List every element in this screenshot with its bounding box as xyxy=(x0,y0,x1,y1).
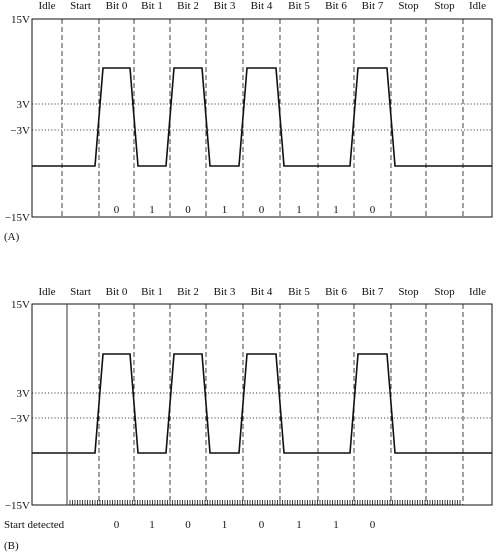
panel-b: Idle Start Bit 0 Bit 1 Bit 2 Bit 3 Bit 4 Bit 5 B… xyxy=(4,286,493,552)
slot-label: Bit 0 xyxy=(106,286,128,298)
plot-frame xyxy=(31,303,493,506)
bit-value: 1 xyxy=(296,519,302,531)
signal-waveform xyxy=(32,353,492,454)
slot-label: Bit 4 xyxy=(251,0,273,12)
bit-value: 1 xyxy=(222,519,228,531)
slot-label: Stop xyxy=(398,286,419,298)
bit-value: 1 xyxy=(222,204,228,216)
bit-value: 1 xyxy=(333,519,339,531)
slot-label: Stop xyxy=(434,0,455,12)
slot-label: Bit 5 xyxy=(288,286,310,298)
voltage-label-top: 15V xyxy=(11,14,30,26)
bit-value: 1 xyxy=(296,204,302,216)
slot-label: Idle xyxy=(469,286,486,298)
bit-value: 1 xyxy=(149,519,155,531)
slot-label: Bit 2 xyxy=(177,0,199,12)
slot-label: Bit 6 xyxy=(325,0,347,12)
voltage-label-top: 15V xyxy=(11,299,30,311)
bit-value: 0 xyxy=(185,204,191,216)
voltage-label-lower-threshold: −3V xyxy=(10,413,30,425)
panel-label: (B) xyxy=(4,540,19,552)
panel-a: Idle Start Bit 0 Bit 1 Bit 2 Bit 3 Bit 4 Bit 5 B… xyxy=(4,0,493,243)
slot-label: Bit 4 xyxy=(251,286,273,298)
slot-label: Bit 7 xyxy=(362,286,384,298)
bit-value: 0 xyxy=(370,519,376,531)
slot-label: Bit 6 xyxy=(325,286,347,298)
slot-label: Idle xyxy=(38,286,55,298)
slot-label: Stop xyxy=(398,0,419,12)
slot-label: Stop xyxy=(434,286,455,298)
slot-label: Bit 0 xyxy=(106,0,128,12)
voltage-label-lower-threshold: −3V xyxy=(10,125,30,137)
slot-label: Bit 3 xyxy=(214,286,236,298)
voltage-label-bottom: −15V xyxy=(5,212,30,224)
signal-waveform xyxy=(32,67,492,167)
bit-value: 1 xyxy=(333,204,339,216)
voltage-label-upper-threshold: 3V xyxy=(17,388,31,400)
slot-label: Start xyxy=(70,0,91,12)
panel-label: (A) xyxy=(4,231,20,243)
bit-value: 0 xyxy=(185,519,191,531)
bit-value: 1 xyxy=(149,204,155,216)
start-detected-label: Start detected xyxy=(4,519,65,531)
bit-value: 0 xyxy=(259,204,265,216)
plot-frame xyxy=(31,18,493,218)
bit-value: 0 xyxy=(259,519,265,531)
bit-value: 0 xyxy=(370,204,376,216)
slot-label: Start xyxy=(70,286,91,298)
slot-label: Bit 1 xyxy=(141,286,163,298)
slot-label: Bit 1 xyxy=(141,0,163,12)
slot-label: Idle xyxy=(469,0,486,12)
bit-value: 0 xyxy=(114,204,120,216)
slot-label: Bit 5 xyxy=(288,0,310,12)
slot-label: Bit 2 xyxy=(177,286,199,298)
slot-label: Bit 7 xyxy=(362,0,384,12)
voltage-label-upper-threshold: 3V xyxy=(17,99,31,111)
slot-label: Bit 3 xyxy=(214,0,236,12)
slot-label: Idle xyxy=(38,0,55,12)
bit-value: 0 xyxy=(114,519,120,531)
voltage-label-bottom: −15V xyxy=(5,500,30,512)
